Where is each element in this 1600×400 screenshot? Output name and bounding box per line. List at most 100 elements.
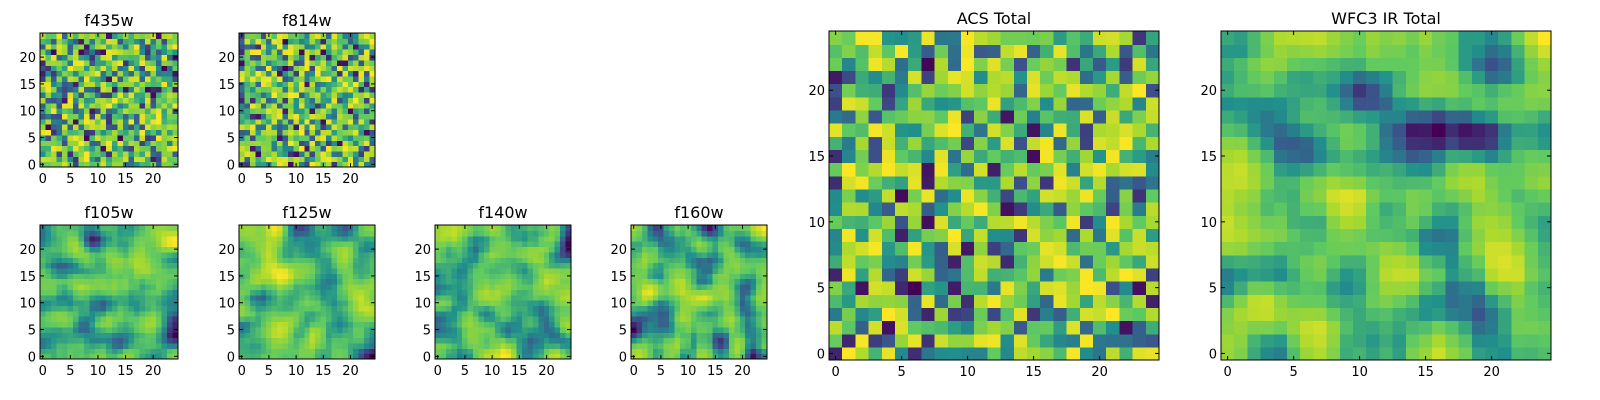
panel-title: ACS Total [957,9,1031,28]
heatmap-cell [895,307,909,322]
heatmap-cell [277,353,284,360]
heatmap-cell [1132,96,1147,111]
heatmap-cell [532,246,539,253]
x-tick-label: 10 [90,172,107,187]
heatmap-cell [315,348,322,355]
heatmap-cell [111,353,118,360]
heatmap-cell [494,316,501,323]
heatmap-cell [947,241,962,256]
heatmap-cell [172,70,179,77]
heatmap-cell [51,75,58,82]
heatmap-cell [974,346,988,361]
heatmap-cell [483,353,490,360]
heatmap-cell [707,342,714,349]
heatmap-cell [947,188,962,203]
heatmap-cell [636,326,643,333]
heatmap-cell [723,251,730,258]
heatmap-cell [1300,175,1314,190]
heatmap-cell [947,175,962,190]
heatmap-cell [500,332,507,339]
heatmap-cell [636,316,643,323]
heatmap-cell [641,246,648,253]
heatmap-cell [543,283,550,290]
heatmap-cell [1511,267,1526,282]
heatmap-cell [494,326,501,333]
heatmap-cell [532,283,539,290]
heatmap-cell [364,241,371,248]
heatmap-cell [456,353,463,360]
heatmap-cell [150,129,157,136]
heatmap-cell [1093,149,1107,164]
heatmap-cell [1260,307,1275,322]
heatmap-cell [100,235,107,242]
heatmap-cell [106,235,113,242]
heatmap-cell [1300,254,1314,269]
heatmap-cell [133,54,140,61]
heatmap-cell [647,316,654,323]
heatmap-cell [1392,215,1407,229]
heatmap-cell [89,129,96,136]
heatmap-cell [260,225,267,231]
heatmap-cell [117,43,124,50]
heatmap-cell [304,283,311,290]
heatmap-cell [1511,333,1526,348]
heatmap-cell [467,305,474,312]
heatmap-cell [1524,241,1539,256]
heatmap-cell [139,326,146,333]
heatmap-cell [527,353,534,360]
heatmap-cell [1119,109,1134,124]
heatmap-cell [895,320,909,335]
heatmap-cell [868,333,883,348]
heatmap-cell [1040,333,1054,348]
heatmap-cell [921,109,936,124]
heatmap-cell [260,294,267,301]
heatmap-cell [336,75,343,82]
heatmap-cell [249,59,256,66]
heatmap-cell [347,267,354,274]
heatmap-cell [712,316,719,323]
heatmap-cell [855,202,870,216]
heatmap-cell [260,267,267,274]
heatmap-cell [489,337,496,344]
heatmap-cell [271,321,278,328]
heatmap-cell [1132,294,1147,308]
heatmap-cell [347,97,354,104]
heatmap-cell [342,235,349,242]
heatmap-cell [100,241,107,248]
heatmap-cell [172,33,179,39]
heatmap-cell [669,316,676,323]
heatmap-cell [172,129,179,136]
heatmap-cell [62,75,69,82]
heatmap-cell [961,202,975,216]
heatmap-cell [921,70,936,85]
heatmap-cell [144,294,151,301]
heatmap-cell [761,310,768,317]
x-tick-label: 15 [315,172,332,187]
heatmap-cell [1106,31,1120,45]
heatmap-cell [89,145,96,152]
heatmap-cell [500,246,507,253]
heatmap-cell [543,273,550,280]
heatmap-cell [652,273,659,280]
heatmap-cell [1053,149,1068,164]
heatmap-cell [987,215,1002,229]
heatmap-cell [707,332,714,339]
heatmap-cell [961,136,975,151]
heatmap-cell [1234,215,1248,229]
heatmap-cell [309,310,316,317]
heatmap-cell [166,225,174,231]
heatmap-cell [1511,241,1526,256]
heatmap-cell [266,332,273,339]
heatmap-cell [51,124,58,131]
heatmap-cell [89,33,96,39]
y-tick-label: 0 [28,158,36,173]
heatmap-cell [560,235,567,242]
heatmap-cell [51,43,58,50]
heatmap-cell [1053,31,1068,45]
heatmap-cell [750,278,757,285]
heatmap-cell [150,278,157,285]
heatmap-cell [543,332,550,339]
heatmap-cell [315,267,322,274]
heatmap-cell [277,134,284,141]
heatmap-cell [1498,294,1512,308]
